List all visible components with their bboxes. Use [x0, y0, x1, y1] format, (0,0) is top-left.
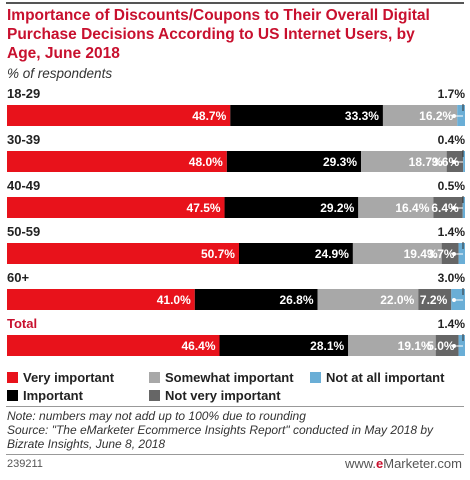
legend-swatch: [310, 372, 321, 383]
legend-swatch: [149, 390, 160, 401]
bar-segment: [317, 289, 419, 310]
data-label: 22.0%: [380, 293, 414, 307]
bar-segment: [219, 335, 349, 356]
category-label: 50-59: [7, 224, 40, 239]
legend-item-important: Important: [7, 388, 83, 403]
data-label: 48.7%: [192, 109, 226, 123]
brand-e: e: [376, 456, 384, 471]
data-label: 24.9%: [315, 247, 349, 261]
data-label: 18.7%: [409, 155, 443, 169]
data-label: 6.4%: [431, 201, 459, 215]
legend-label: Not very important: [165, 388, 281, 403]
legend-label: Very important: [23, 370, 115, 385]
top-rule: [6, 2, 464, 4]
legend-item-not-at-all-important: Not at all important: [310, 370, 444, 385]
bar-segment: [382, 105, 458, 126]
source-text: Source: "The eMarketer Ecommerce Insight…: [7, 423, 434, 451]
bar-segment: [7, 335, 220, 356]
divider: [6, 406, 464, 407]
chart-title: Importance of Discounts/Coupons to Their…: [7, 7, 430, 62]
bar-segment: [463, 151, 465, 172]
bar-segment: [7, 289, 195, 310]
data-label: 0.4%: [438, 133, 466, 147]
data-label: 7.2%: [420, 293, 448, 307]
bar-segment: [361, 151, 447, 172]
bar-segment: [230, 105, 383, 126]
bar-segment: [462, 197, 465, 218]
bar-segment: [441, 243, 459, 264]
bar-segment: [238, 243, 353, 264]
bar-segment: [226, 151, 362, 172]
footnote: Note: numbers may not add up to 100% due…: [7, 409, 465, 451]
data-label: 3.7%: [427, 247, 455, 261]
data-label: 29.2%: [320, 201, 354, 215]
data-label: 5.0%: [427, 339, 455, 353]
legend-item-not-very-important: Not very important: [149, 388, 281, 403]
data-label: 26.8%: [279, 293, 313, 307]
bar-segment: [352, 243, 442, 264]
bar-segment: [418, 289, 452, 310]
category-label: 30-39: [7, 132, 40, 147]
category-label: 60+: [7, 270, 29, 285]
bar-segment: [433, 197, 463, 218]
data-label: 19.4%: [404, 247, 438, 261]
data-label: 29.3%: [323, 155, 357, 169]
note-text: Note: numbers may not add up to 100% due…: [7, 409, 306, 423]
legend-label: Somewhat important: [165, 370, 294, 385]
legend-swatch: [149, 372, 160, 383]
bar-segment: [7, 151, 227, 172]
category-label: 18-29: [7, 86, 40, 101]
bar-segment: [194, 289, 318, 310]
bar-segment: [7, 197, 225, 218]
data-label: 3.0%: [438, 271, 466, 285]
data-label: 41.0%: [157, 293, 191, 307]
divider: [6, 454, 464, 455]
data-label: 16.4%: [395, 201, 429, 215]
bar-segment: [7, 105, 231, 126]
brand-logo[interactable]: www.eMarketer.com: [345, 456, 462, 471]
data-label: 48.0%: [189, 155, 223, 169]
data-label: 1.4%: [438, 225, 466, 239]
legend-swatch: [7, 390, 18, 401]
data-label: 50.7%: [201, 247, 235, 261]
data-label: 3.6%: [432, 155, 460, 169]
chart-subtitle: % of respondents: [7, 66, 113, 81]
bar-segment: [224, 197, 359, 218]
data-label: 1.4%: [438, 317, 466, 331]
chart-id: 239211: [7, 458, 43, 470]
data-label: 1.7%: [438, 87, 466, 101]
data-label: 0.5%: [438, 179, 466, 193]
stacked-bar-chart: 18-29 48.7% 33.3% 16.2% 1.7% 30-39 48.0% 29.3% 1…: [7, 86, 466, 356]
data-label: 19.1%: [398, 339, 432, 353]
data-label: 33.3%: [345, 109, 379, 123]
category-label: Total: [7, 316, 37, 331]
data-label: 46.4%: [181, 339, 215, 353]
data-label: 28.1%: [310, 339, 344, 353]
legend-label: Not at all important: [326, 370, 445, 385]
bar-segment: [348, 335, 436, 356]
category-label: 40-49: [7, 178, 40, 193]
brand-rest: Marketer.com: [383, 456, 462, 471]
legend-item-very-important: Very important: [7, 370, 114, 385]
legend-label: Important: [23, 388, 83, 403]
legend-item-somewhat-important: Somewhat important: [149, 370, 294, 385]
bar-segment: [435, 335, 459, 356]
legend: Very important Somewhat important Not at…: [7, 368, 467, 404]
legend-swatch: [7, 372, 18, 383]
bar-segment: [358, 197, 434, 218]
data-label: 16.2%: [419, 109, 453, 123]
brand-prefix: www.: [344, 456, 377, 471]
bar-segment: [7, 243, 239, 264]
data-label: 47.5%: [187, 201, 221, 215]
